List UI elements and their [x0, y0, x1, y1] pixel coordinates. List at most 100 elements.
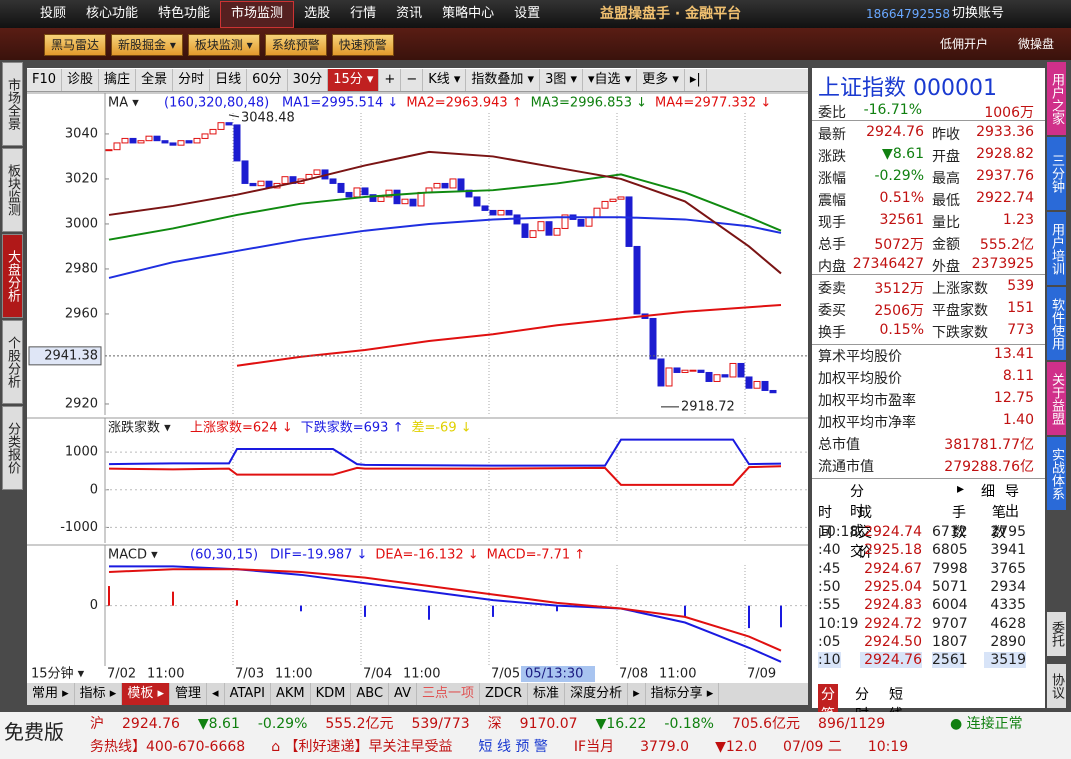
left-tab[interactable]: 个股分析 [2, 320, 23, 404]
left-tab[interactable]: 板块监测 [2, 148, 23, 232]
toolbar-button[interactable]: 分时 [173, 69, 211, 91]
menu-item[interactable]: 特色功能 [158, 6, 211, 21]
quick-button[interactable]: 新股掘金 ▾ [111, 34, 183, 56]
menu-item[interactable]: 核心功能 [86, 6, 139, 21]
candle [681, 369, 689, 373]
quote-value: 3512万 [874, 281, 924, 297]
toolbar-button[interactable]: ▸| [685, 69, 707, 91]
switch-account[interactable]: 切换账号 [952, 6, 1005, 21]
candle [553, 227, 561, 236]
left-tab[interactable]: 市场全景 [2, 62, 23, 146]
quick-button[interactable]: 系统预警 [264, 34, 327, 56]
bottom-tab[interactable]: KDM [311, 683, 352, 705]
bottom-tab[interactable]: ATAPI [225, 683, 271, 705]
bottom-tab[interactable]: ABC [351, 683, 390, 705]
toolbar-button[interactable]: 诊股 [62, 69, 100, 91]
candle [497, 209, 505, 216]
bottom-tab[interactable]: 常用 ▸ [27, 683, 75, 705]
menu-item[interactable]: 资讯 [396, 6, 423, 21]
toolbar-button[interactable]: 30分 [288, 69, 329, 91]
bottom-tab[interactable]: 深度分析 [565, 683, 629, 705]
quote-value: 5072万 [874, 237, 924, 253]
toolbar-button[interactable]: F10 [27, 69, 63, 91]
candle [697, 369, 705, 373]
toolbar-button[interactable]: 全景 [136, 69, 174, 91]
candle [233, 124, 241, 162]
menu-item[interactable]: 行情 [350, 6, 377, 21]
menu-item[interactable]: 市场监测 [220, 1, 295, 28]
bottom-tab[interactable]: AV [389, 683, 417, 705]
toolbar-button[interactable]: 更多 ▾ [637, 69, 685, 91]
trade-cell: 2795 [990, 524, 1026, 540]
bottom-tab[interactable]: 标准 [528, 683, 566, 705]
quote-label: 内盘 [818, 259, 846, 275]
toolbar-button[interactable]: 指数叠加 ▾ [466, 69, 541, 91]
quick-button[interactable]: 黑马雷达 [44, 34, 107, 56]
trades-button[interactable]: ▸ [957, 481, 965, 497]
legend-item: MA3=2996.853 ↓ [531, 96, 647, 111]
toolbar-button[interactable]: 擒庄 [99, 69, 137, 91]
right-tab[interactable]: 实战体系 [1047, 437, 1066, 510]
toolbar-button[interactable]: 60分 [247, 69, 288, 91]
trade-cell: 2924.83 [864, 597, 922, 614]
menu-item[interactable]: 设置 [514, 6, 541, 21]
quote-value: 555.2亿 [979, 237, 1034, 253]
right-lower-tab[interactable]: 协议 [1047, 664, 1066, 708]
menu-item[interactable]: 策略中心 [442, 6, 495, 21]
bottom-tab[interactable]: 指标分享 ▸ [646, 683, 720, 705]
right-tab[interactable]: 软件使用 [1047, 287, 1066, 360]
quick-button[interactable]: 板块监测 ▾ [187, 34, 260, 56]
ma-line [108, 173, 782, 241]
candle [593, 207, 601, 218]
left-tab[interactable]: 大盘分析 [2, 234, 23, 318]
quote-label: 总市值 [818, 437, 860, 453]
bottom-tab[interactable]: 指标 ▸ [75, 683, 123, 705]
toolbar-button[interactable]: ▾自选 ▾ [583, 69, 638, 91]
trades-button[interactable]: 细 [981, 484, 995, 500]
quick-button[interactable]: 快速预警 [331, 34, 394, 56]
toolbar-button[interactable]: K线 ▾ [423, 69, 467, 91]
trades-header: 笔数 [992, 505, 1006, 541]
menu-item[interactable]: 投顾 [40, 6, 67, 21]
cursor-label: 05/13:30 [525, 667, 583, 682]
menu-item[interactable]: 选股 [304, 6, 331, 21]
toolbar-button[interactable]: + [379, 69, 402, 91]
y-tick-label: 2960 [65, 306, 98, 321]
trade-cell: 6004 [932, 597, 968, 614]
candle [345, 191, 353, 198]
toolbar-button[interactable]: 日线 [210, 69, 248, 91]
bottom-tab[interactable]: ZDCR [480, 683, 529, 705]
quick-link[interactable]: 低佣开户 [940, 37, 989, 51]
ticker-item: 短 线 预 警 [478, 739, 548, 755]
low-label: 2918.72 [681, 399, 735, 414]
right-tab[interactable]: 三分钟 [1047, 137, 1066, 210]
trade-cell: 3519 [984, 652, 1026, 669]
trades-button[interactable]: 导出 [1005, 484, 1019, 520]
bottom-tab[interactable]: ◂ [207, 683, 225, 705]
toolbar-button[interactable]: 3图 ▾ [540, 69, 584, 91]
quick-link[interactable]: 微操盘 [1018, 37, 1055, 51]
quote-label: 平盘家数 [932, 303, 988, 319]
bottom-tab[interactable]: ▸ [628, 683, 646, 705]
left-tab[interactable]: 分类报价 [2, 406, 23, 490]
right-lower-tab[interactable]: 委托 [1047, 612, 1066, 656]
right-tab[interactable]: 用户之家 [1047, 62, 1066, 135]
macd-bar [300, 605, 302, 612]
quote-value: 12.75 [993, 390, 1034, 406]
quote-value: 13.41 [993, 346, 1034, 362]
trade-cell: 2924.72 [864, 615, 922, 632]
candle [633, 245, 641, 315]
bottom-tab[interactable]: AKM [271, 683, 311, 705]
bottom-tab[interactable]: 三点一项 [417, 683, 481, 705]
bottom-tab[interactable]: 模板 ▸ [122, 683, 171, 705]
bottom-tab[interactable]: 管理 [170, 683, 208, 705]
right-tab[interactable]: 关于益盟 [1047, 362, 1066, 435]
toolbar-button[interactable]: − [401, 69, 424, 91]
y-tick-label: 3020 [65, 171, 98, 186]
toolbar-button[interactable]: 15分 ▾ [328, 69, 380, 91]
candle [473, 196, 481, 207]
right-tab[interactable]: 用户培训 [1047, 212, 1066, 285]
candle [577, 218, 585, 227]
